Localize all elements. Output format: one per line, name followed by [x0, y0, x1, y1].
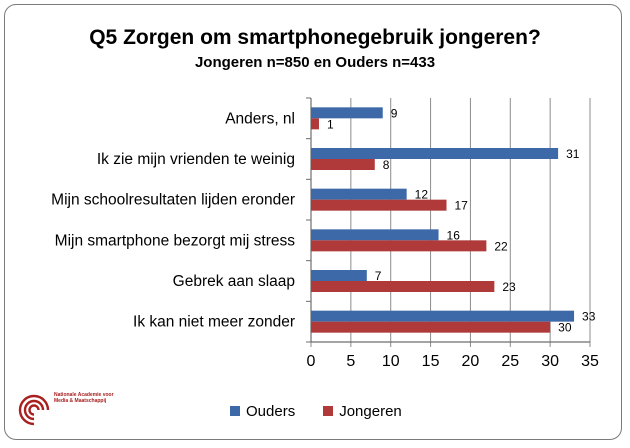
legend-item-ouders: Ouders	[230, 403, 295, 420]
data-label-ouders: 16	[447, 228, 461, 242]
x-tick-label: 20	[462, 353, 480, 370]
bar-jongeren	[311, 281, 495, 292]
legend: Ouders Jongeren	[230, 402, 402, 420]
category-label: Ik kan niet meer zonder	[133, 314, 295, 331]
x-tick-label: 5	[346, 353, 355, 370]
legend-label-jongeren: Jongeren	[339, 402, 402, 420]
data-label-ouders: 12	[415, 188, 429, 202]
x-tick-label: 35	[581, 353, 599, 370]
bar-ouders	[311, 270, 367, 281]
bar-jongeren	[311, 321, 551, 333]
x-tick-label: 0	[307, 353, 316, 370]
chart-title: Q5 Zorgen om smartphonegebruik jongeren?	[89, 26, 541, 49]
legend-swatch-jongeren	[323, 406, 334, 416]
x-tick-label: 15	[422, 353, 440, 370]
bar-ouders	[311, 229, 439, 241]
data-label-ouders: 7	[375, 269, 382, 283]
data-label-jongeren: 17	[455, 199, 469, 213]
bar-ouders	[311, 148, 559, 159]
data-label-jongeren: 1	[327, 117, 334, 131]
concentric-arcs-logo-icon	[18, 394, 50, 426]
data-label-jongeren: 23	[502, 280, 516, 294]
category-label: Anders, nl	[225, 110, 295, 127]
logo-text: Nationale Academie voor Media & Maatscha…	[54, 392, 114, 404]
category-label: Ik zie mijn vrienden te weinig	[97, 151, 295, 168]
bar-jongeren	[311, 159, 375, 170]
legend-item-jongeren: Jongeren	[323, 403, 402, 420]
data-label-ouders: 31	[566, 147, 580, 161]
category-label: Mijn schoolresultaten lijden eronder	[51, 192, 295, 209]
x-tick-label: 30	[541, 353, 559, 370]
bar-ouders	[311, 310, 575, 322]
bar-ouders	[311, 188, 407, 200]
bar-ouders	[311, 107, 383, 119]
data-label-jongeren: 30	[558, 321, 572, 335]
data-label-ouders: 9	[391, 106, 398, 120]
category-label: Gebrek aan slaap	[173, 273, 295, 290]
legend-label-ouders: Ouders	[246, 402, 296, 420]
bar-jongeren	[311, 199, 447, 211]
x-tick-label: 25	[501, 353, 519, 370]
academy-logo: Nationale Academie voor Media & Maatscha…	[14, 390, 124, 434]
data-label-ouders: 33	[582, 310, 596, 324]
bar-jongeren	[311, 240, 487, 252]
legend-swatch-ouders	[230, 406, 240, 416]
chart-subtitle: Jongeren n=850 en Ouders n=433	[194, 54, 436, 71]
category-label: Mijn smartphone bezorgt mij stress	[55, 232, 296, 249]
bar-jongeren	[311, 118, 319, 130]
chart-frame	[4, 4, 622, 440]
data-label-jongeren: 22	[494, 239, 508, 253]
x-tick-label: 10	[382, 353, 400, 370]
data-label-jongeren: 8	[383, 158, 390, 172]
